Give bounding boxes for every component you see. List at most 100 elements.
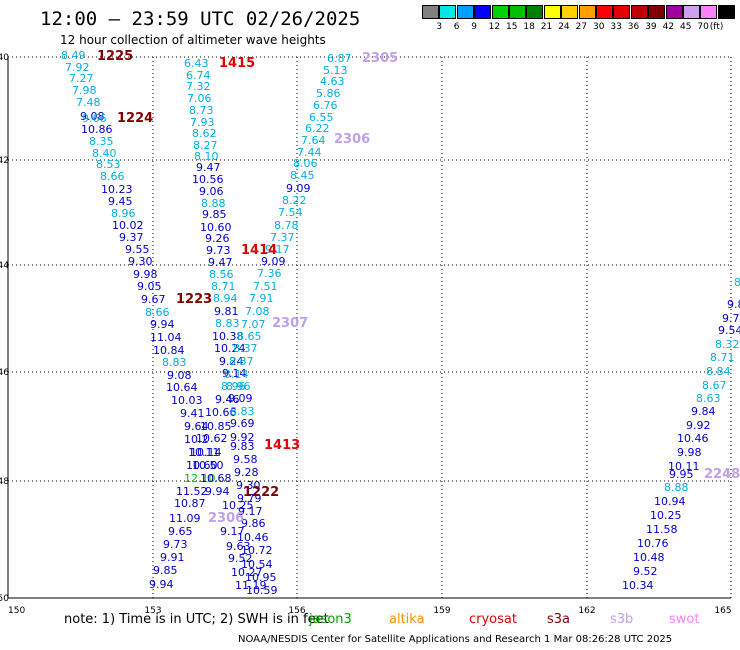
- swh-value: 8.49: [61, 49, 86, 62]
- colorbar-swatch: [491, 5, 509, 19]
- axis-ticks: 150 153 156 159 162 165 40 42 44 46 48 50: [0, 53, 732, 616]
- swh-value: 8.22: [282, 194, 307, 207]
- track-label: 1225: [97, 49, 133, 64]
- map-grid: [7, 56, 732, 599]
- swh-value: 9.52: [228, 552, 253, 565]
- colorbar-swatch: [543, 5, 561, 19]
- satellite-jason3: jason3: [309, 612, 352, 627]
- track-label: 1222: [243, 485, 279, 500]
- satellite-s3b: s3b: [610, 612, 634, 627]
- colorbar-swatch: [456, 5, 474, 19]
- swh-value: 7.36: [257, 267, 282, 280]
- swh-value: 9.94: [205, 485, 230, 498]
- swh-value: 8.71: [211, 280, 236, 293]
- swh-value: 9.30: [236, 479, 261, 492]
- swh-value: 10.46: [237, 531, 269, 544]
- swh-value: 9.30: [128, 255, 153, 268]
- swh-value: 9.84: [691, 405, 716, 418]
- swh-value: 9.45: [108, 195, 133, 208]
- swh-value: 8.96: [111, 207, 136, 220]
- colorbar-label: 70: [697, 22, 709, 32]
- colorbar-swatch: [561, 5, 579, 19]
- swh-value: 10.02: [112, 219, 144, 232]
- x-tick-label: 153: [144, 606, 161, 616]
- track-label: 1413: [264, 438, 300, 453]
- swh-value: 10.62: [196, 432, 228, 445]
- colorbar-label: 24: [558, 22, 570, 32]
- swh-value: 9.14: [222, 367, 247, 380]
- swh-value: 9.64: [184, 420, 209, 433]
- track-label: 2306: [208, 511, 244, 526]
- swh-value: 9.52: [633, 565, 658, 578]
- swh-value: 8.83: [215, 317, 240, 330]
- track-label: 1414: [241, 243, 277, 258]
- swh-value: 10.25: [650, 509, 682, 522]
- swh-value: 7.64: [301, 134, 326, 147]
- colorbar-label: (ft): [709, 22, 724, 32]
- swh-value: 11.09: [169, 512, 201, 525]
- swh-value: 10.59: [246, 584, 278, 597]
- colorbar-swatch: [613, 5, 631, 19]
- swh-value: 10.85: [200, 420, 232, 433]
- swh-value: 9.17: [220, 525, 245, 538]
- swh-value: 10.34: [622, 579, 654, 592]
- footer-note: note: 1) Time is in UTC; 2) SWH is in fe…: [64, 612, 329, 627]
- swh-value: 8.45: [290, 169, 315, 182]
- swh-value: 7.51: [253, 280, 278, 293]
- swh-value: 9.94: [149, 578, 174, 591]
- swh-value: 9.09: [286, 182, 311, 195]
- colorbar-swatch: [683, 5, 700, 19]
- swh-value: 8.53: [96, 158, 121, 171]
- swh-value: 8.40: [92, 147, 117, 160]
- y-tick-label: 50: [0, 594, 9, 604]
- swh-value: 9.26: [205, 232, 230, 245]
- swh-value: 9.73: [206, 244, 231, 257]
- swh-value: 8.88: [201, 197, 226, 210]
- swh-value: 8.: [734, 276, 740, 289]
- swh-value: 8.14: [224, 368, 249, 381]
- swh-value: 9.85: [153, 564, 178, 577]
- swh-value: 10.03: [171, 394, 203, 407]
- swh-value: 11.52: [176, 485, 208, 498]
- swh-value: 8.83: [162, 356, 187, 369]
- swh-value: 8.06: [293, 157, 318, 170]
- swh-value: 10.46: [677, 432, 709, 445]
- swh-value: 10.50: [192, 459, 224, 472]
- swh-value: 9.69: [230, 417, 255, 430]
- swh-value: 10.23: [101, 183, 133, 196]
- swh-value: 9.24: [219, 355, 244, 368]
- swh-value: 10.66: [205, 406, 237, 419]
- swh-value: 8.66: [145, 306, 170, 319]
- x-tick-label: 159: [433, 606, 450, 616]
- swh-value: 10.68: [200, 472, 232, 485]
- swh-value: 8.83: [230, 405, 255, 418]
- swh-value: 8.94: [213, 292, 238, 305]
- swh-value: 9.28: [234, 466, 259, 479]
- swh-value: 7.32: [186, 80, 211, 93]
- track-labels: 1225 1224 1223 1415 1414 1413 1222 2305 2306 2307…: [97, 49, 740, 526]
- swh-value: 10.27: [231, 566, 263, 579]
- note-text: note: 1) Time is in UTC; 2) SWH is in fe…: [64, 612, 329, 627]
- swh-value: 10.54: [241, 558, 273, 571]
- swh-value: 9.08: [80, 110, 105, 123]
- swh-value: 10.14: [190, 446, 222, 459]
- colorbar-swatch: [439, 5, 457, 19]
- colorbar-swatch: [578, 5, 596, 19]
- swh-value: 8.27: [193, 139, 218, 152]
- colorbar-swatch: [717, 5, 735, 19]
- swh-value: 7.93: [190, 116, 215, 129]
- swh-value: 9.63: [226, 540, 251, 553]
- swh-value: 9.05: [137, 280, 162, 293]
- track-label: 2305: [362, 51, 398, 66]
- y-tick-label: 46: [0, 368, 9, 378]
- colorbar-swatch: [648, 5, 666, 19]
- swh-value: 7.44: [297, 146, 322, 159]
- swh-value: 8.88: [664, 481, 689, 494]
- colorbar-swatch: [665, 5, 683, 19]
- swh-value: 9.94: [150, 318, 175, 331]
- swh-value: 7.91: [249, 292, 274, 305]
- swh-value: 9.58: [233, 453, 258, 466]
- swh-value: 9.92: [230, 431, 255, 444]
- swh-value: 9.73: [163, 538, 188, 551]
